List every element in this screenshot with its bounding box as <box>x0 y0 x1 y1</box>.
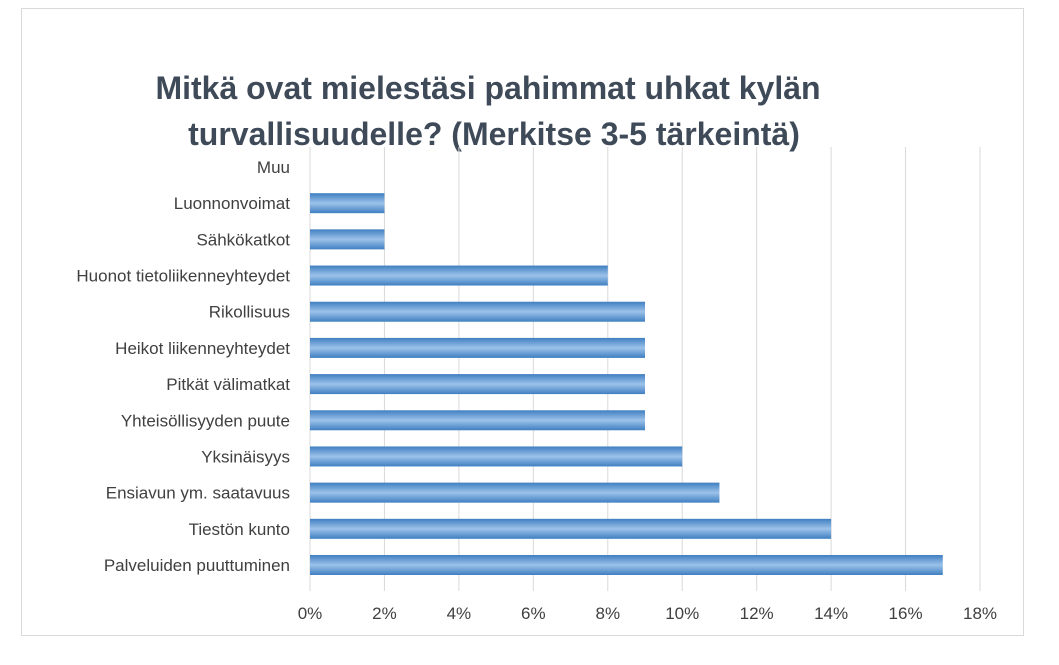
category-label: Yksinäisyys <box>201 447 290 466</box>
category-label: Heikot liikenneyhteydet <box>115 339 290 358</box>
bar <box>310 410 645 431</box>
chart-title-line-1: Mitkä ovat mielestäsi pahimmat uhkat kyl… <box>155 70 820 106</box>
category-label: Muu <box>257 158 290 177</box>
bar <box>310 301 645 322</box>
bar <box>310 229 385 250</box>
chart-title-line-2: turvallisuudelle? (Merkitse 3-5 tärkeint… <box>188 116 800 152</box>
x-tick-label: 12% <box>740 604 774 623</box>
category-label: Rikollisuus <box>209 303 290 322</box>
gridlines <box>309 147 981 591</box>
category-label: Sähkökatkot <box>196 230 290 249</box>
x-tick-label: 14% <box>814 604 848 623</box>
category-label: Palveluiden puuttuminen <box>104 556 290 575</box>
bars <box>310 193 943 575</box>
bar <box>310 446 683 467</box>
category-label: Huonot tietoliikenneyhteydet <box>76 267 290 286</box>
x-tick-label: 4% <box>447 604 472 623</box>
category-label: Tiestön kunto <box>189 520 290 539</box>
bar <box>310 193 385 214</box>
bar <box>310 555 943 575</box>
category-label: Ensiavun ym. saatavuus <box>106 484 290 503</box>
bar <box>310 482 720 503</box>
category-label: Yhteisöllisyyden puute <box>121 411 290 430</box>
bar <box>310 337 645 358</box>
x-tick-label: 6% <box>521 604 546 623</box>
x-tick-label: 18% <box>963 604 997 623</box>
bar <box>310 518 832 539</box>
category-label: Pitkät välimatkat <box>166 375 290 394</box>
x-tick-label: 2% <box>372 604 397 623</box>
x-tick-label: 8% <box>595 604 620 623</box>
x-tick-labels: 0% 2% 4% 6% 8% 10% 12% 14% 16% 18% <box>298 604 997 623</box>
category-label: Luonnonvoimat <box>174 194 291 213</box>
bar-chart: Mitkä ovat mielestäsi pahimmat uhkat kyl… <box>76 70 997 623</box>
chart-frame: Mitkä ovat mielestäsi pahimmat uhkat kyl… <box>21 8 1024 636</box>
category-labels: Palveluiden puuttuminen Tiestön kunto Ensi… <box>76 158 290 575</box>
bar <box>310 265 608 286</box>
x-tick-label: 16% <box>889 604 923 623</box>
x-tick-label: 10% <box>665 604 699 623</box>
bar <box>310 374 645 395</box>
x-tick-label: 0% <box>298 604 323 623</box>
